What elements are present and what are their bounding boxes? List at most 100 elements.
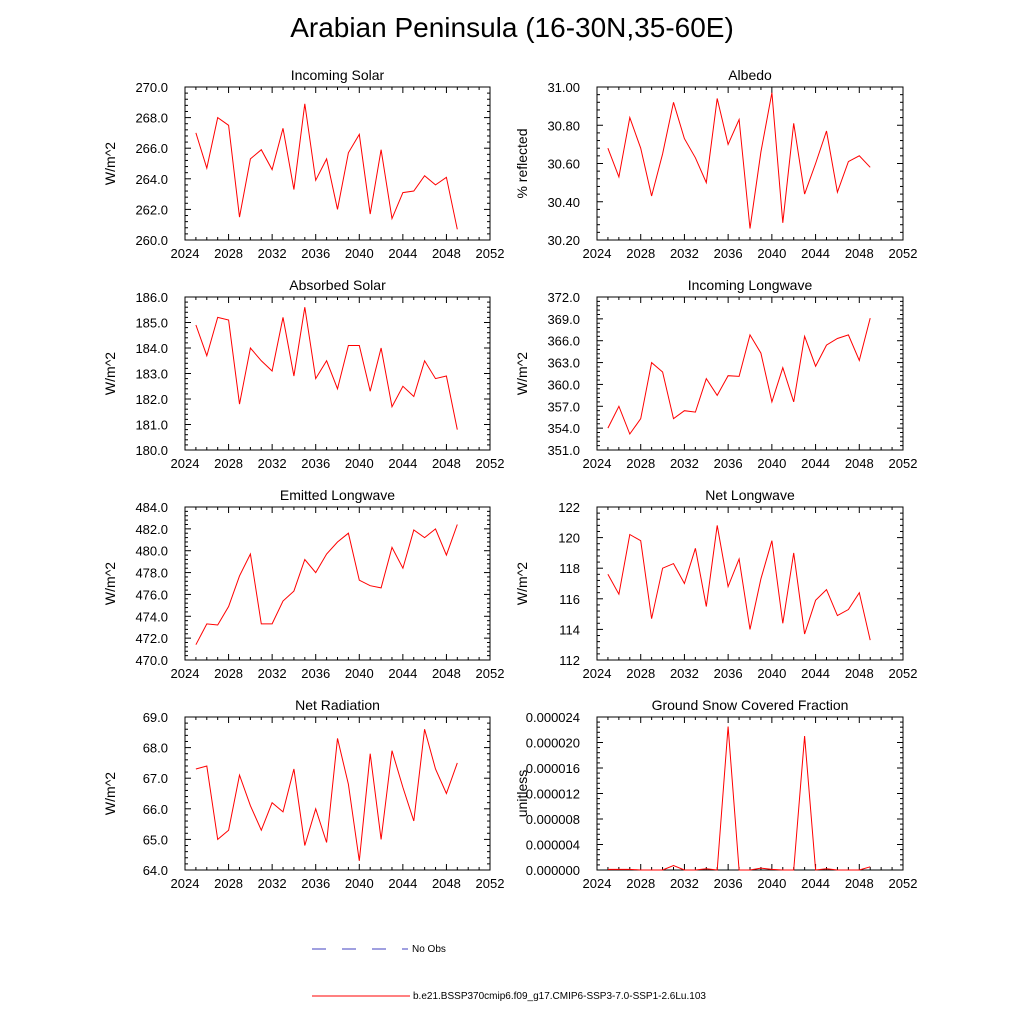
page-title: Arabian Peninsula (16-30N,35-60E) — [290, 12, 734, 43]
y-tick-label: 262.0 — [135, 202, 168, 217]
x-tick-label: 2024 — [583, 666, 612, 681]
y-tick-label: 181.0 — [135, 418, 168, 433]
panel-title: Incoming Solar — [291, 67, 385, 83]
y-tick-label: 360.0 — [547, 377, 580, 392]
x-tick-label: 2036 — [301, 456, 330, 471]
x-tick-label: 2032 — [670, 246, 699, 261]
y-tick-label: 180.0 — [135, 443, 168, 458]
x-tick-label: 2044 — [388, 666, 417, 681]
y-tick-label: 31.00 — [547, 80, 580, 95]
chart-panel: Net Radiation W/m^2 2024 2028 2032 2036 2040 20… — [102, 697, 504, 891]
x-tick-label: 2048 — [432, 876, 461, 891]
y-tick-label: 354.0 — [547, 421, 580, 436]
y-axis-label: W/m^2 — [102, 772, 118, 815]
panel-title: Emitted Longwave — [280, 487, 395, 503]
x-tick-label: 2036 — [301, 876, 330, 891]
x-tick-label: 2044 — [801, 246, 830, 261]
y-tick-label: 363.0 — [547, 356, 580, 371]
x-tick-label: 2036 — [714, 456, 743, 471]
y-tick-label: 264.0 — [135, 172, 168, 187]
x-tick-label: 2028 — [626, 246, 655, 261]
x-tick-label: 2052 — [889, 246, 918, 261]
x-tick-label: 2024 — [171, 246, 200, 261]
x-tick-label: 2028 — [214, 246, 243, 261]
y-tick-label: 470.0 — [135, 653, 168, 668]
x-tick-label: 2028 — [626, 876, 655, 891]
chart-panel: Emitted Longwave W/m^2 2024 2028 2032 2036 204… — [102, 487, 504, 681]
y-tick-label: 472.0 — [135, 631, 168, 646]
chart-panel: Albedo % reflected 2024 2028 2032 2036 2040 204… — [514, 67, 917, 261]
series-line — [195, 307, 458, 430]
chart-panel: Incoming Longwave W/m^2 2024 2028 2032 2036 20… — [514, 277, 917, 471]
plot-frame — [184, 296, 491, 451]
series-line — [195, 729, 458, 861]
y-tick-label: 65.0 — [143, 832, 168, 847]
y-tick-label: 0.000020 — [526, 736, 580, 751]
x-tick-label: 2048 — [432, 246, 461, 261]
x-tick-label: 2052 — [889, 456, 918, 471]
series-line — [195, 103, 458, 230]
x-tick-label: 2052 — [476, 666, 505, 681]
x-tick-label: 2040 — [345, 876, 374, 891]
y-tick-label: 357.0 — [547, 399, 580, 414]
y-tick-label: 0.000012 — [526, 787, 580, 802]
y-tick-label: 478.0 — [135, 566, 168, 581]
x-tick-label: 2048 — [432, 666, 461, 681]
x-tick-label: 2028 — [214, 666, 243, 681]
legend: No Obs b.e21.BSSP370cmip6.f09_g17.CMIP6-… — [312, 944, 706, 1002]
y-tick-label: 186.0 — [135, 290, 168, 305]
plot-frame — [596, 506, 904, 661]
x-tick-label: 2032 — [258, 456, 287, 471]
y-tick-label: 68.0 — [143, 741, 168, 756]
y-tick-label: 270.0 — [135, 80, 168, 95]
y-tick-label: 30.20 — [547, 233, 580, 248]
x-tick-label: 2040 — [757, 666, 786, 681]
chart-panel: Absorbed Solar W/m^2 2024 2028 2032 2036 2040 2… — [102, 277, 504, 471]
plot-frame — [596, 716, 904, 871]
x-tick-label: 2044 — [388, 246, 417, 261]
x-tick-label: 2028 — [214, 456, 243, 471]
y-axis-label: W/m^2 — [102, 352, 118, 395]
y-tick-label: 0.000008 — [526, 812, 580, 827]
y-axis-label: W/m^2 — [102, 562, 118, 605]
x-tick-label: 2044 — [801, 666, 830, 681]
plot-frame — [184, 86, 491, 241]
x-tick-label: 2024 — [171, 876, 200, 891]
chart-panel: Net Longwave W/m^2 2024 2028 2032 2036 2040 204… — [514, 487, 917, 681]
x-tick-label: 2052 — [476, 246, 505, 261]
x-tick-label: 2028 — [214, 876, 243, 891]
x-tick-label: 2024 — [583, 876, 612, 891]
chart-panel: Incoming Solar W/m^2 2024 2028 2032 2036 2040 2… — [102, 67, 504, 261]
x-tick-label: 2024 — [583, 456, 612, 471]
x-tick-label: 2044 — [388, 456, 417, 471]
y-axis-label: W/m^2 — [514, 352, 530, 395]
y-tick-label: 260.0 — [135, 233, 168, 248]
y-tick-label: 114 — [559, 622, 580, 637]
y-tick-label: 183.0 — [135, 367, 168, 382]
x-tick-label: 2036 — [714, 246, 743, 261]
y-tick-label: 30.60 — [547, 157, 580, 172]
y-tick-label: 268.0 — [135, 111, 168, 126]
x-tick-label: 2044 — [801, 876, 830, 891]
series-line — [607, 525, 871, 641]
y-tick-label: 120 — [558, 531, 580, 546]
x-tick-label: 2052 — [476, 456, 505, 471]
x-tick-label: 2024 — [171, 666, 200, 681]
y-axis-label: unitless — [514, 770, 530, 817]
y-tick-label: 351.0 — [547, 443, 580, 458]
y-tick-label: 0.000004 — [526, 838, 580, 853]
y-tick-label: 185.0 — [135, 316, 168, 331]
x-tick-label: 2040 — [757, 246, 786, 261]
panel-title: Absorbed Solar — [289, 277, 386, 293]
legend-obs-label: No Obs — [412, 944, 446, 955]
y-tick-label: 67.0 — [143, 771, 168, 786]
plot-frame — [596, 86, 904, 241]
plot-frame — [184, 506, 491, 661]
y-tick-label: 182.0 — [135, 392, 168, 407]
x-tick-label: 2040 — [345, 246, 374, 261]
y-tick-label: 0.000016 — [526, 761, 580, 776]
y-tick-label: 484.0 — [135, 500, 168, 515]
x-tick-label: 2036 — [714, 876, 743, 891]
x-tick-label: 2040 — [757, 456, 786, 471]
x-tick-label: 2032 — [670, 666, 699, 681]
